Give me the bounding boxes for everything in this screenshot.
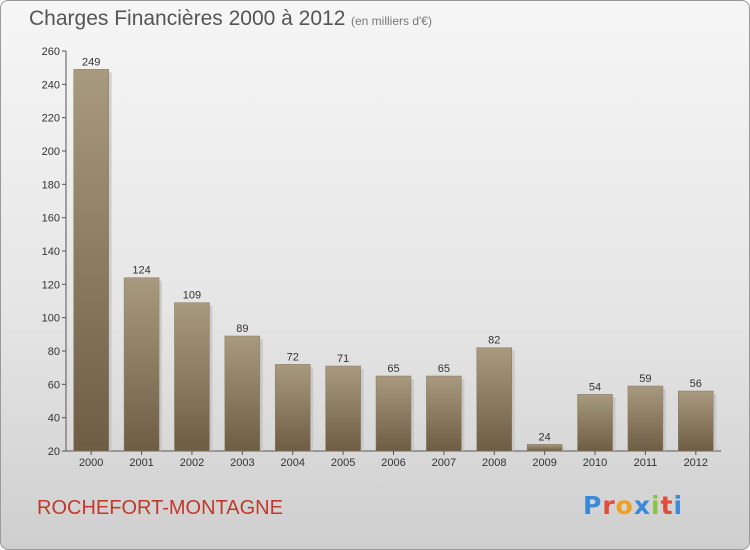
- data-label: 82: [488, 335, 500, 347]
- proxiti-logo: Proxiti: [583, 491, 683, 520]
- x-tick-label: 2012: [684, 457, 708, 469]
- logo-letter: o: [615, 491, 634, 520]
- y-tick-label: 80: [48, 346, 60, 358]
- x-tick-label: 2005: [331, 457, 355, 469]
- logo-letter: x: [633, 491, 651, 520]
- y-tick-label: 160: [42, 213, 60, 225]
- y-tick-label: 260: [42, 46, 60, 58]
- y-tick-label: 20: [48, 446, 60, 458]
- x-tick-label: 2004: [280, 457, 304, 469]
- y-tick-label: 200: [42, 146, 60, 158]
- data-label: 56: [690, 378, 702, 390]
- bar: [174, 302, 210, 452]
- x-tick-label: 2011: [634, 457, 658, 469]
- x-tick-label: 2009: [532, 457, 556, 469]
- logo-letter: i: [673, 491, 684, 520]
- bar: [476, 347, 513, 452]
- data-label: 109: [183, 290, 201, 302]
- chart-unit: (en milliers d'€): [351, 14, 432, 28]
- bar: [123, 277, 160, 452]
- data-label: 71: [337, 353, 349, 365]
- x-tick-label: 2010: [583, 457, 607, 469]
- bar: [426, 375, 462, 452]
- y-tick-label: 40: [48, 413, 60, 425]
- bar: [577, 394, 613, 452]
- data-label: 124: [132, 265, 150, 277]
- data-label: 24: [539, 431, 551, 443]
- data-label: 59: [639, 373, 651, 385]
- y-tick-label: 240: [42, 79, 60, 91]
- bar: [325, 365, 361, 452]
- bar: [526, 444, 563, 452]
- x-tick-label: 2003: [230, 457, 254, 469]
- logo-letter: t: [660, 491, 674, 520]
- y-tick-label: 100: [42, 313, 60, 325]
- data-label: 65: [438, 363, 450, 375]
- logo-letter: i: [651, 491, 661, 520]
- bar: [375, 375, 412, 452]
- y-tick-label: 120: [42, 279, 60, 291]
- x-tick-label: 2006: [381, 457, 405, 469]
- y-tick-label: 60: [48, 379, 60, 391]
- x-tick-label: 2001: [129, 457, 153, 469]
- y-tick-label: 220: [42, 113, 60, 125]
- data-label: 72: [287, 351, 299, 363]
- logo-letter: r: [602, 491, 616, 520]
- x-tick-label: 2000: [79, 457, 103, 469]
- data-label: 89: [236, 323, 248, 335]
- y-tick-label: 180: [42, 179, 60, 191]
- bar: [224, 335, 261, 452]
- x-tick-label: 2002: [180, 457, 204, 469]
- bar: [73, 69, 109, 452]
- bar: [274, 364, 311, 452]
- bar: [678, 390, 714, 452]
- data-label: 65: [387, 363, 399, 375]
- data-label: 249: [82, 56, 100, 68]
- y-tick-label: 140: [42, 246, 60, 258]
- commune-name: ROCHEFORT-MONTAGNE: [37, 497, 283, 519]
- data-label: 54: [589, 381, 601, 393]
- chart-title: Charges Financières 2000 à 2012: [29, 7, 346, 30]
- x-tick-label: 2007: [432, 457, 456, 469]
- bar: [627, 385, 664, 452]
- x-tick-label: 2008: [482, 457, 506, 469]
- logo-letter: P: [583, 491, 603, 520]
